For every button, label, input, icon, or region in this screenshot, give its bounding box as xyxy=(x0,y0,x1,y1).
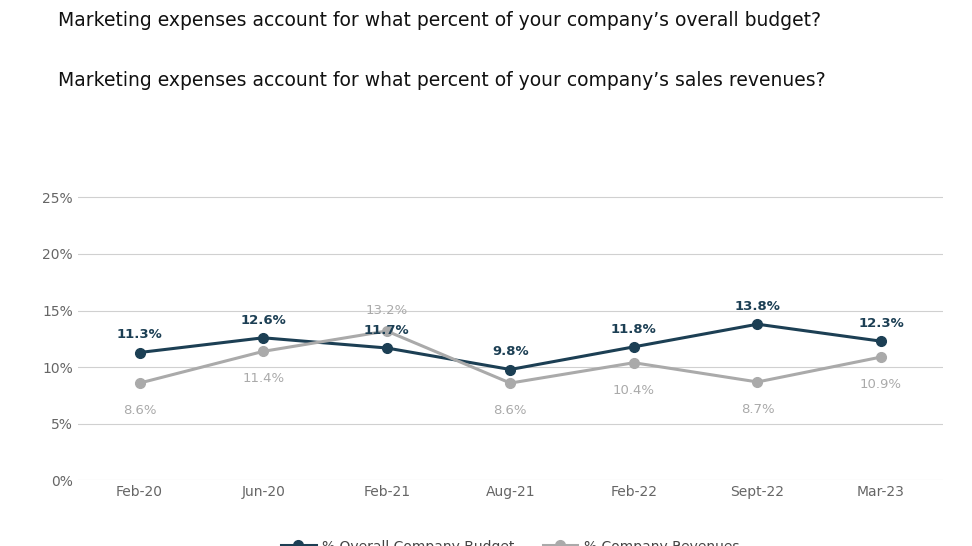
Legend: % Overall Company Budget, % Company Revenues: % Overall Company Budget, % Company Reve… xyxy=(275,534,746,546)
Text: 12.6%: 12.6% xyxy=(240,314,286,327)
Text: 11.3%: 11.3% xyxy=(117,328,162,341)
Text: 10.4%: 10.4% xyxy=(613,383,655,396)
Text: 8.6%: 8.6% xyxy=(494,404,527,417)
Text: 13.2%: 13.2% xyxy=(365,304,408,317)
Text: 13.8%: 13.8% xyxy=(735,300,781,313)
Text: Marketing expenses account for what percent of your company’s sales revenues?: Marketing expenses account for what perc… xyxy=(58,71,826,90)
Text: 8.6%: 8.6% xyxy=(122,404,156,417)
Text: 9.8%: 9.8% xyxy=(492,346,529,358)
Text: 11.8%: 11.8% xyxy=(611,323,657,336)
Text: 12.3%: 12.3% xyxy=(858,317,904,330)
Text: 10.9%: 10.9% xyxy=(860,378,902,391)
Text: 11.7%: 11.7% xyxy=(364,324,409,337)
Text: Marketing expenses account for what percent of your company’s overall budget?: Marketing expenses account for what perc… xyxy=(58,11,821,30)
Text: 8.7%: 8.7% xyxy=(741,403,775,416)
Text: 11.4%: 11.4% xyxy=(242,372,284,385)
